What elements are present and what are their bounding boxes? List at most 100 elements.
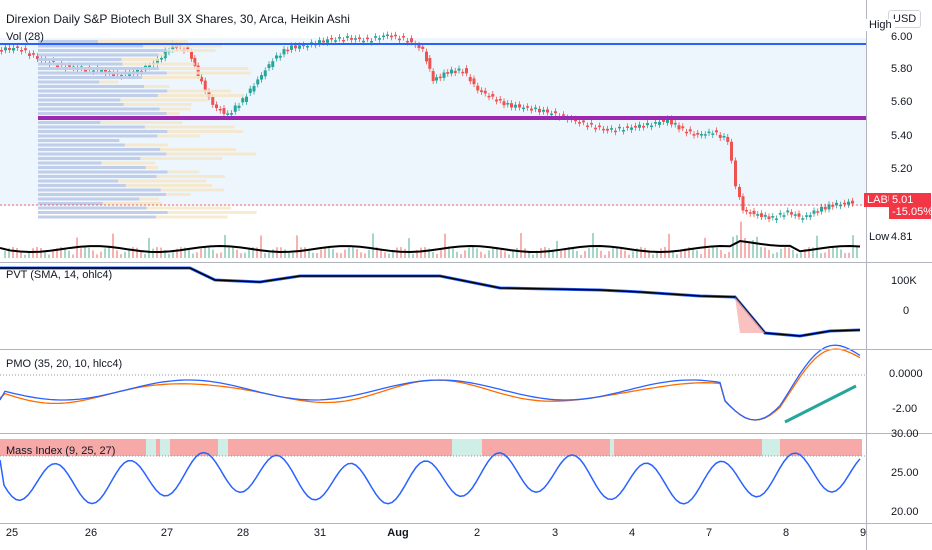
candle-body xyxy=(472,78,476,85)
candle-body xyxy=(562,114,565,116)
volume-bar xyxy=(368,249,370,258)
volume-bar xyxy=(528,251,530,258)
candle-body xyxy=(390,35,393,38)
volume-bar xyxy=(296,235,298,258)
candle-body xyxy=(851,200,854,204)
candle-body xyxy=(711,133,715,135)
pmo-label: PMO (35, 20, 10, hlcc4) xyxy=(6,358,123,370)
volume-bar xyxy=(380,248,382,258)
candle-body xyxy=(696,132,700,135)
volume-bar xyxy=(120,254,122,258)
candle-body xyxy=(518,104,521,108)
volume-bar xyxy=(328,247,330,258)
volume-bar xyxy=(212,249,214,258)
volume-bar xyxy=(140,250,142,258)
candle-body xyxy=(406,40,409,43)
volume-bar xyxy=(444,233,446,258)
volume-profile-bar xyxy=(38,71,167,75)
volume-profile-bar xyxy=(38,148,161,151)
volume-bar xyxy=(180,247,182,258)
volume-bar xyxy=(780,248,782,258)
low-value: 4.81 xyxy=(891,231,913,243)
volume-bar xyxy=(336,252,338,258)
candle-body xyxy=(622,130,625,132)
candle-body xyxy=(36,56,39,60)
volume-profile-bar xyxy=(38,193,167,196)
candle-body xyxy=(498,98,502,101)
time-label-aug: Aug xyxy=(387,527,409,539)
volume-bar xyxy=(744,238,746,258)
candle-body xyxy=(491,94,495,97)
volume-bar xyxy=(168,253,170,258)
volume-bar xyxy=(584,251,586,258)
candle-body xyxy=(510,103,513,108)
volume-bar xyxy=(588,248,590,258)
candle-body xyxy=(677,125,681,130)
volume-bar xyxy=(640,247,642,258)
candle-body xyxy=(156,58,159,64)
candle-body xyxy=(248,88,252,94)
volume-bar xyxy=(660,248,662,258)
volume-bar xyxy=(124,251,126,258)
candle-body xyxy=(760,213,763,218)
candle-body xyxy=(808,215,812,218)
volume-bar xyxy=(40,247,42,258)
volume-bar xyxy=(132,247,134,258)
volume-bar xyxy=(576,251,578,258)
volume-bar xyxy=(16,248,18,258)
candle-body xyxy=(771,216,775,218)
volume-profile-bar xyxy=(38,157,141,160)
volume-bar xyxy=(476,248,478,258)
volume-profile-bar xyxy=(38,67,160,70)
candle-body xyxy=(748,212,752,214)
volume-bar xyxy=(696,250,698,258)
volume-bar xyxy=(804,249,806,258)
volume-bar xyxy=(496,247,498,258)
volume-profile-bar xyxy=(38,53,159,57)
volume-bar xyxy=(856,247,858,258)
volume-bar xyxy=(340,253,342,258)
volume-bar xyxy=(616,247,618,258)
candle-body xyxy=(362,40,365,43)
volume-bar xyxy=(404,248,406,258)
volume-bar xyxy=(572,248,574,258)
volume-bar xyxy=(28,251,30,258)
change-percent: -15.05% xyxy=(892,206,932,218)
volume-bar xyxy=(220,252,222,258)
candle-body xyxy=(662,120,665,122)
volume-bar xyxy=(608,251,610,258)
volume-bar xyxy=(64,247,66,258)
volume-bar xyxy=(320,249,322,258)
candle-body xyxy=(767,216,771,220)
volume-bar xyxy=(12,247,14,258)
mass-tick-20: 20.00 xyxy=(891,506,919,518)
pmo-line xyxy=(0,344,861,421)
candle-body xyxy=(286,49,290,52)
time-label-2: 2 xyxy=(473,527,481,539)
candle-body xyxy=(606,128,609,131)
candle-body xyxy=(410,38,413,43)
candle-body xyxy=(20,49,23,52)
volume-bar xyxy=(844,253,846,258)
volume-bar xyxy=(108,247,110,258)
volume-bar xyxy=(464,250,466,258)
volume-bar xyxy=(4,251,6,258)
candle-body xyxy=(342,39,345,42)
candle-body xyxy=(193,57,197,66)
candle-body xyxy=(226,113,230,115)
volume-bar xyxy=(216,253,218,258)
volume-bar xyxy=(712,247,714,258)
volume-bar xyxy=(192,253,194,258)
volume-profile-bar xyxy=(38,211,168,214)
candle-body xyxy=(203,80,207,91)
candle-body xyxy=(786,210,790,213)
candle-body xyxy=(4,47,7,51)
candle-body xyxy=(730,141,733,161)
volume-bar xyxy=(776,252,778,258)
mass-tick-30: 30.00 xyxy=(891,428,919,440)
volume-bar xyxy=(472,247,474,258)
volume-bar xyxy=(52,251,54,258)
candle-body xyxy=(28,53,31,56)
volume-bar xyxy=(560,250,562,258)
